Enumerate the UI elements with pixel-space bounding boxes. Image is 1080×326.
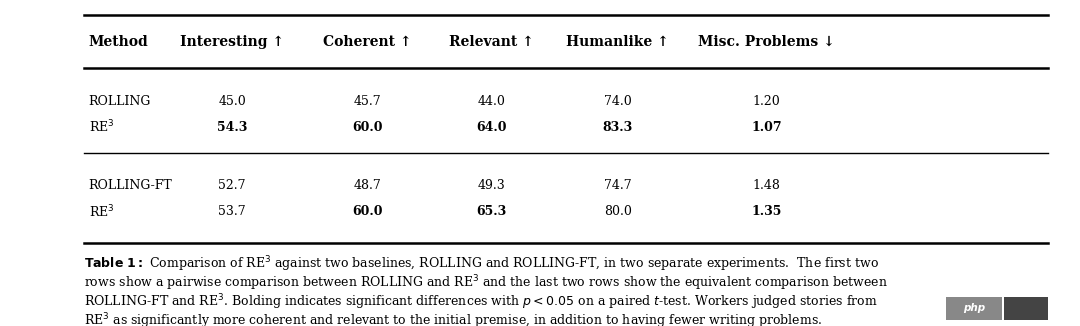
Text: 80.0: 80.0 <box>604 205 632 218</box>
Text: ROLLING: ROLLING <box>89 95 151 108</box>
Text: rows show a pairwise comparison between ROLLING and RE$^3$ and the last two rows: rows show a pairwise comparison between … <box>84 273 888 293</box>
Text: 1.48: 1.48 <box>753 179 781 192</box>
Text: 1.07: 1.07 <box>752 121 782 134</box>
Text: 54.3: 54.3 <box>217 121 247 134</box>
Text: ROLLING-FT and RE$^3$. Bolding indicates significant differences with $p < 0.05$: ROLLING-FT and RE$^3$. Bolding indicates… <box>84 292 878 312</box>
Text: 49.3: 49.3 <box>477 179 505 192</box>
Text: RE$^3$: RE$^3$ <box>89 119 114 135</box>
Text: $\bf{Table\ 1:}$ Comparison of RE$^3$ against two baselines, ROLLING and ROLLING: $\bf{Table\ 1:}$ Comparison of RE$^3$ ag… <box>84 254 879 274</box>
Text: 52.7: 52.7 <box>218 179 246 192</box>
Text: Interesting ↑: Interesting ↑ <box>180 35 284 49</box>
Text: 1.35: 1.35 <box>752 205 782 218</box>
FancyBboxPatch shape <box>946 297 1002 320</box>
Text: 74.7: 74.7 <box>604 179 632 192</box>
Text: Coherent ↑: Coherent ↑ <box>323 35 411 49</box>
Text: 60.0: 60.0 <box>352 205 382 218</box>
Text: 65.3: 65.3 <box>476 205 507 218</box>
Text: 45.7: 45.7 <box>353 95 381 108</box>
Text: RE$^3$ as significantly more coherent and relevant to the initial premise, in ad: RE$^3$ as significantly more coherent an… <box>84 311 823 326</box>
Text: 48.7: 48.7 <box>353 179 381 192</box>
Text: Method: Method <box>89 35 148 49</box>
Text: RE$^3$: RE$^3$ <box>89 204 114 220</box>
Text: 44.0: 44.0 <box>477 95 505 108</box>
Text: 74.0: 74.0 <box>604 95 632 108</box>
Text: Humanlike ↑: Humanlike ↑ <box>566 35 670 49</box>
Text: 45.0: 45.0 <box>218 95 246 108</box>
Text: 64.0: 64.0 <box>476 121 507 134</box>
Text: Relevant ↑: Relevant ↑ <box>449 35 534 49</box>
Text: Misc. Problems ↓: Misc. Problems ↓ <box>699 35 835 49</box>
Text: 60.0: 60.0 <box>352 121 382 134</box>
Text: 83.3: 83.3 <box>603 121 633 134</box>
Text: php: php <box>963 304 985 313</box>
Text: 53.7: 53.7 <box>218 205 246 218</box>
Text: 1.20: 1.20 <box>753 95 781 108</box>
FancyBboxPatch shape <box>1004 297 1048 320</box>
Text: ROLLING-FT: ROLLING-FT <box>89 179 173 192</box>
